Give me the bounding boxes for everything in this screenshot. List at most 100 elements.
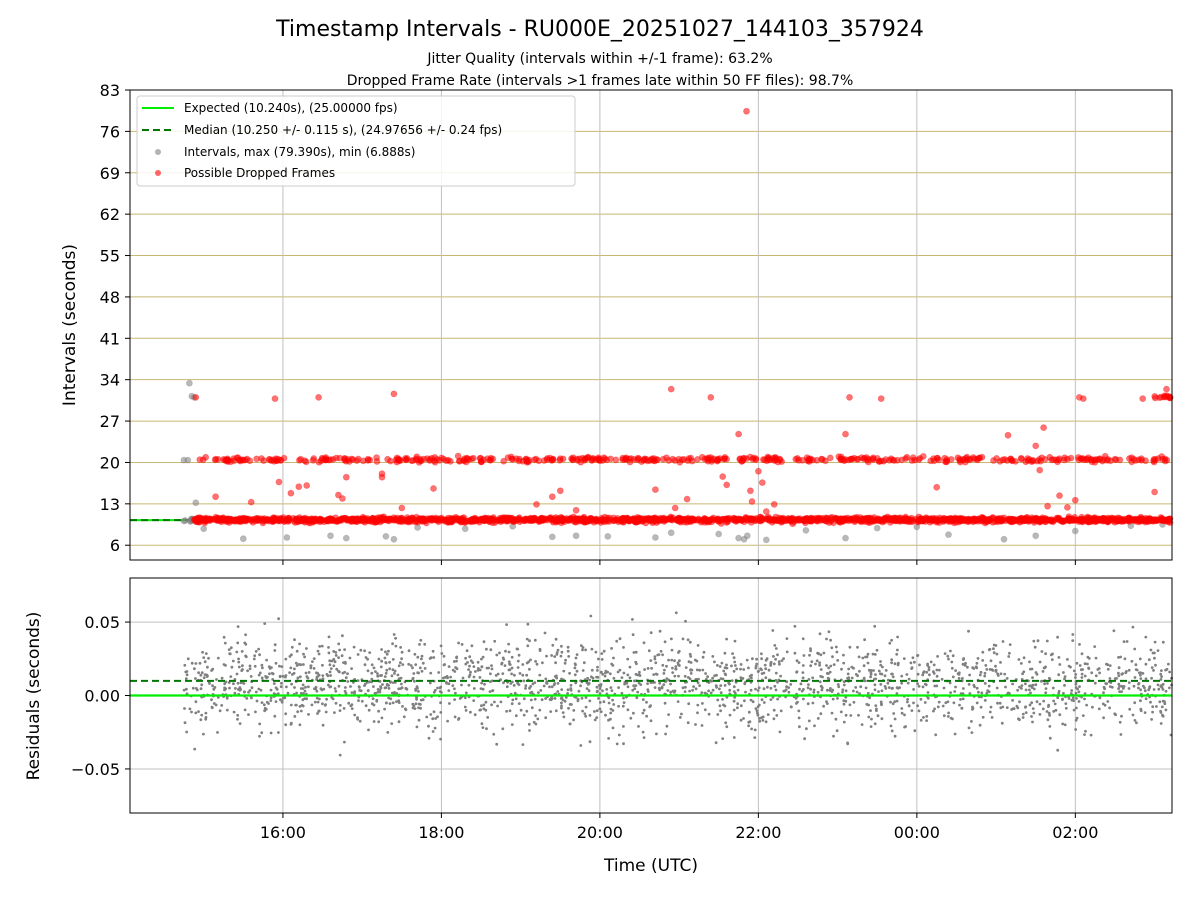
residual-point [350,667,353,670]
residual-point [441,676,445,680]
residual-point [756,670,760,673]
dropped-frame-point [265,455,273,463]
residual-point [438,690,442,693]
residual-point [714,741,718,745]
residual-point [696,711,699,715]
residual-point [185,730,189,734]
residual-point [420,657,423,661]
dropped-frame-point [993,454,1000,462]
residual-point [1094,674,1098,678]
residual-point [1164,708,1168,712]
residual-point [1047,705,1050,708]
residual-point [890,658,894,662]
residual-point [588,699,592,703]
residual-point [688,640,692,644]
residual-point [409,664,413,667]
residual-point [535,662,539,666]
residual-point [957,677,961,680]
residual-point [1029,691,1032,695]
residual-point [244,633,248,637]
residual-point [793,651,797,655]
residual-point [437,671,441,674]
residual-point [1122,640,1126,643]
residual-point [390,722,394,725]
residual-point [327,635,331,639]
residual-point [842,661,846,665]
residual-point [756,705,760,709]
residual-point [747,710,751,714]
residual-point [739,667,742,671]
residual-point [224,680,228,684]
residual-point [326,674,330,678]
residual-point [540,698,544,702]
residual-point [420,669,424,673]
residual-point [992,647,995,651]
intervals-y-tick-label: 83 [100,81,120,100]
residual-point [858,669,861,673]
residual-point [830,711,834,715]
residual-point [364,682,367,686]
residual-point [721,698,724,701]
residual-point [518,672,522,675]
residual-point [522,679,526,683]
residual-point [1083,697,1086,701]
residual-point [837,685,841,689]
dropped-frame-point [317,457,325,465]
residual-point [1045,710,1049,713]
residual-point [317,673,321,677]
residual-point [393,669,397,673]
residual-point [672,690,676,694]
residual-point [484,708,488,712]
residual-point [253,654,257,658]
residual-point [671,666,674,670]
residual-point [637,725,640,728]
residual-point [701,668,705,672]
residual-point [270,666,273,669]
residual-point [372,685,375,688]
residual-point [827,630,831,634]
dropped-frame-point [402,456,410,464]
residual-point [968,673,971,677]
residual-point [994,664,997,668]
residual-point [785,637,789,640]
residual-point [269,696,273,700]
residual-point [831,688,835,692]
residual-point [377,657,381,661]
residual-point [765,657,769,661]
residual-point [892,712,896,715]
residual-point [825,688,829,692]
residual-point [383,656,387,660]
residual-point [850,665,854,669]
interval-point [842,534,849,542]
residual-point [683,690,687,693]
residual-point [400,686,404,690]
dropped-frame-point [723,519,730,526]
dropped-frame-point [338,495,346,502]
residual-point [260,701,264,704]
dropped-frame-point [1111,518,1119,526]
residual-point [1033,645,1037,649]
residual-point [913,729,917,733]
dropped-frame-point [654,516,662,524]
dropped-frame-point [830,519,837,527]
residual-point [237,657,241,661]
residual-point [983,671,987,675]
dropped-frame-point [303,482,311,489]
residual-point [873,688,877,692]
residual-point [661,663,665,667]
residual-point [1139,673,1142,677]
residual-point [481,726,485,729]
residual-point [1151,705,1155,709]
dropped-frame-point [213,517,221,524]
residual-point [1016,688,1019,692]
residual-point [960,706,964,710]
residual-point [922,716,925,719]
residual-point [772,662,776,666]
residual-point [609,707,613,711]
residual-point [912,701,915,705]
intervals-y-tick-label: 27 [100,412,120,431]
residual-point [604,671,607,675]
residual-point [563,661,567,665]
residual-point [666,689,670,692]
residual-point [1043,666,1047,670]
